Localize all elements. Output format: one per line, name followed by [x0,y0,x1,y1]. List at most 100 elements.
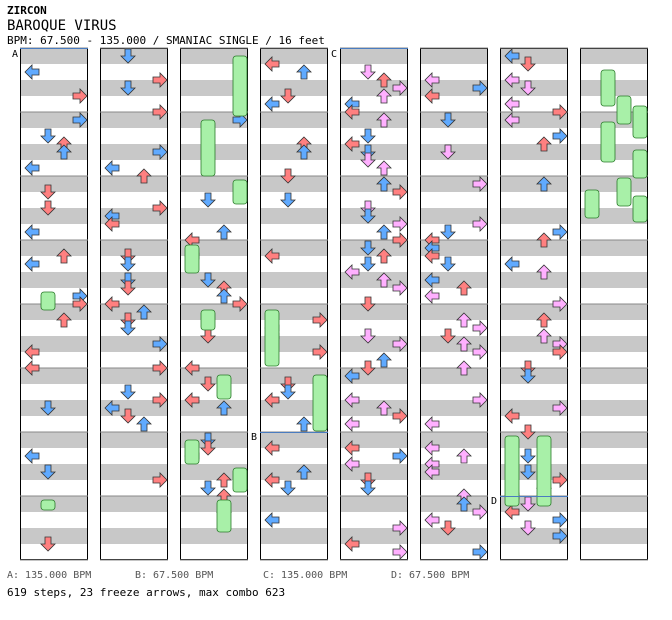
arrow-left-icon [264,248,280,264]
arrow-up-icon [376,248,392,264]
freeze-arrow-icon [184,244,200,274]
beat-stripe [580,304,648,320]
bpm-legend-b: B: 67.500 BPM [135,570,214,581]
beat-stripe [500,272,568,288]
arrow-right-icon [72,88,88,104]
beat-stripe [100,208,168,224]
arrow-left-icon [424,416,440,432]
arrow-down-icon [360,152,376,168]
beat-stripe [580,240,648,256]
arrow-down-icon [360,328,376,344]
beat-stripe [580,528,648,544]
bpm-marker-a: A [12,49,18,60]
arrow-right-icon [392,544,408,560]
arrow-down-icon [40,536,56,552]
arrow-left-icon [424,464,440,480]
arrow-right-icon [392,184,408,200]
arrow-down-icon [520,80,536,96]
arrow-up-icon [376,176,392,192]
arrow-down-icon [520,520,536,536]
beat-stripe [500,528,568,544]
beat-stripe [340,304,408,320]
arrow-right-icon [552,528,568,544]
beat-stripe [180,464,248,480]
arrow-left-icon [504,72,520,88]
arrow-up-icon [376,112,392,128]
freeze-arrow-icon [632,149,648,179]
arrow-left-icon [424,512,440,528]
arrow-down-icon [520,56,536,72]
arrow-right-icon [472,320,488,336]
beat-stripe [100,528,168,544]
arrow-right-icon [472,344,488,360]
arrow-left-icon [504,256,520,272]
arrow-right-icon [392,520,408,536]
arrow-left-icon [424,88,440,104]
arrow-left-icon [424,288,440,304]
chart-subtitle: BPM: 67.500 - 135.000 / SMANIAC SINGLE /… [7,34,325,47]
beat-stripe [260,464,328,480]
arrow-left-icon [424,248,440,264]
arrow-down-icon [280,192,296,208]
arrow-right-icon [472,176,488,192]
arrow-right-icon [392,216,408,232]
freeze-arrow-icon [312,374,328,432]
arrow-up-icon [216,288,232,304]
beat-stripe [100,336,168,352]
beat-stripe [20,336,88,352]
arrow-right-icon [392,280,408,296]
arrow-up-icon [376,160,392,176]
arrow-down-icon [120,408,136,424]
arrow-right-icon [152,360,168,376]
arrow-left-icon [264,56,280,72]
arrow-down-icon [120,272,136,288]
arrow-down-icon [40,400,56,416]
arrow-left-icon [344,368,360,384]
arrow-down-icon [520,368,536,384]
freeze-arrow-icon [232,467,248,493]
arrow-left-icon [344,392,360,408]
arrow-down-icon [440,520,456,536]
arrow-down-icon [280,168,296,184]
beat-stripe [260,80,328,96]
beat-stripe [180,208,248,224]
arrow-left-icon [24,160,40,176]
freeze-arrow-icon [200,119,216,177]
arrow-left-icon [264,96,280,112]
freeze-arrow-icon [600,121,616,163]
arrow-left-icon [504,96,520,112]
arrow-down-icon [440,328,456,344]
beat-stripe [260,144,328,160]
arrow-up-icon [456,496,472,512]
arrow-right-icon [152,200,168,216]
beat-stripe [580,400,648,416]
arrow-down-icon [40,128,56,144]
arrow-up-icon [296,64,312,80]
beat-stripe [260,272,328,288]
beat-stripe [340,272,408,288]
arrow-down-icon [280,384,296,400]
arrow-left-icon [264,440,280,456]
beat-stripe [420,176,488,192]
beat-stripe [340,80,408,96]
beat-stripe [580,496,648,512]
arrow-right-icon [552,344,568,360]
freeze-arrow-icon [504,435,520,507]
beat-stripe [580,464,648,480]
arrow-down-icon [200,376,216,392]
arrow-down-icon [520,360,536,376]
arrow-left-icon [184,360,200,376]
arrow-down-icon [360,144,376,160]
arrow-right-icon [552,128,568,144]
arrow-down-icon [120,280,136,296]
arrow-right-icon [152,336,168,352]
arrow-right-icon [552,224,568,240]
beat-stripe [100,400,168,416]
beat-stripe [340,176,408,192]
arrow-left-icon [424,72,440,88]
beat-stripe [420,272,488,288]
artist-name: ZIRCON [7,4,47,17]
beat-stripe [340,336,408,352]
arrow-down-icon [360,240,376,256]
freeze-arrow-icon [184,439,200,465]
